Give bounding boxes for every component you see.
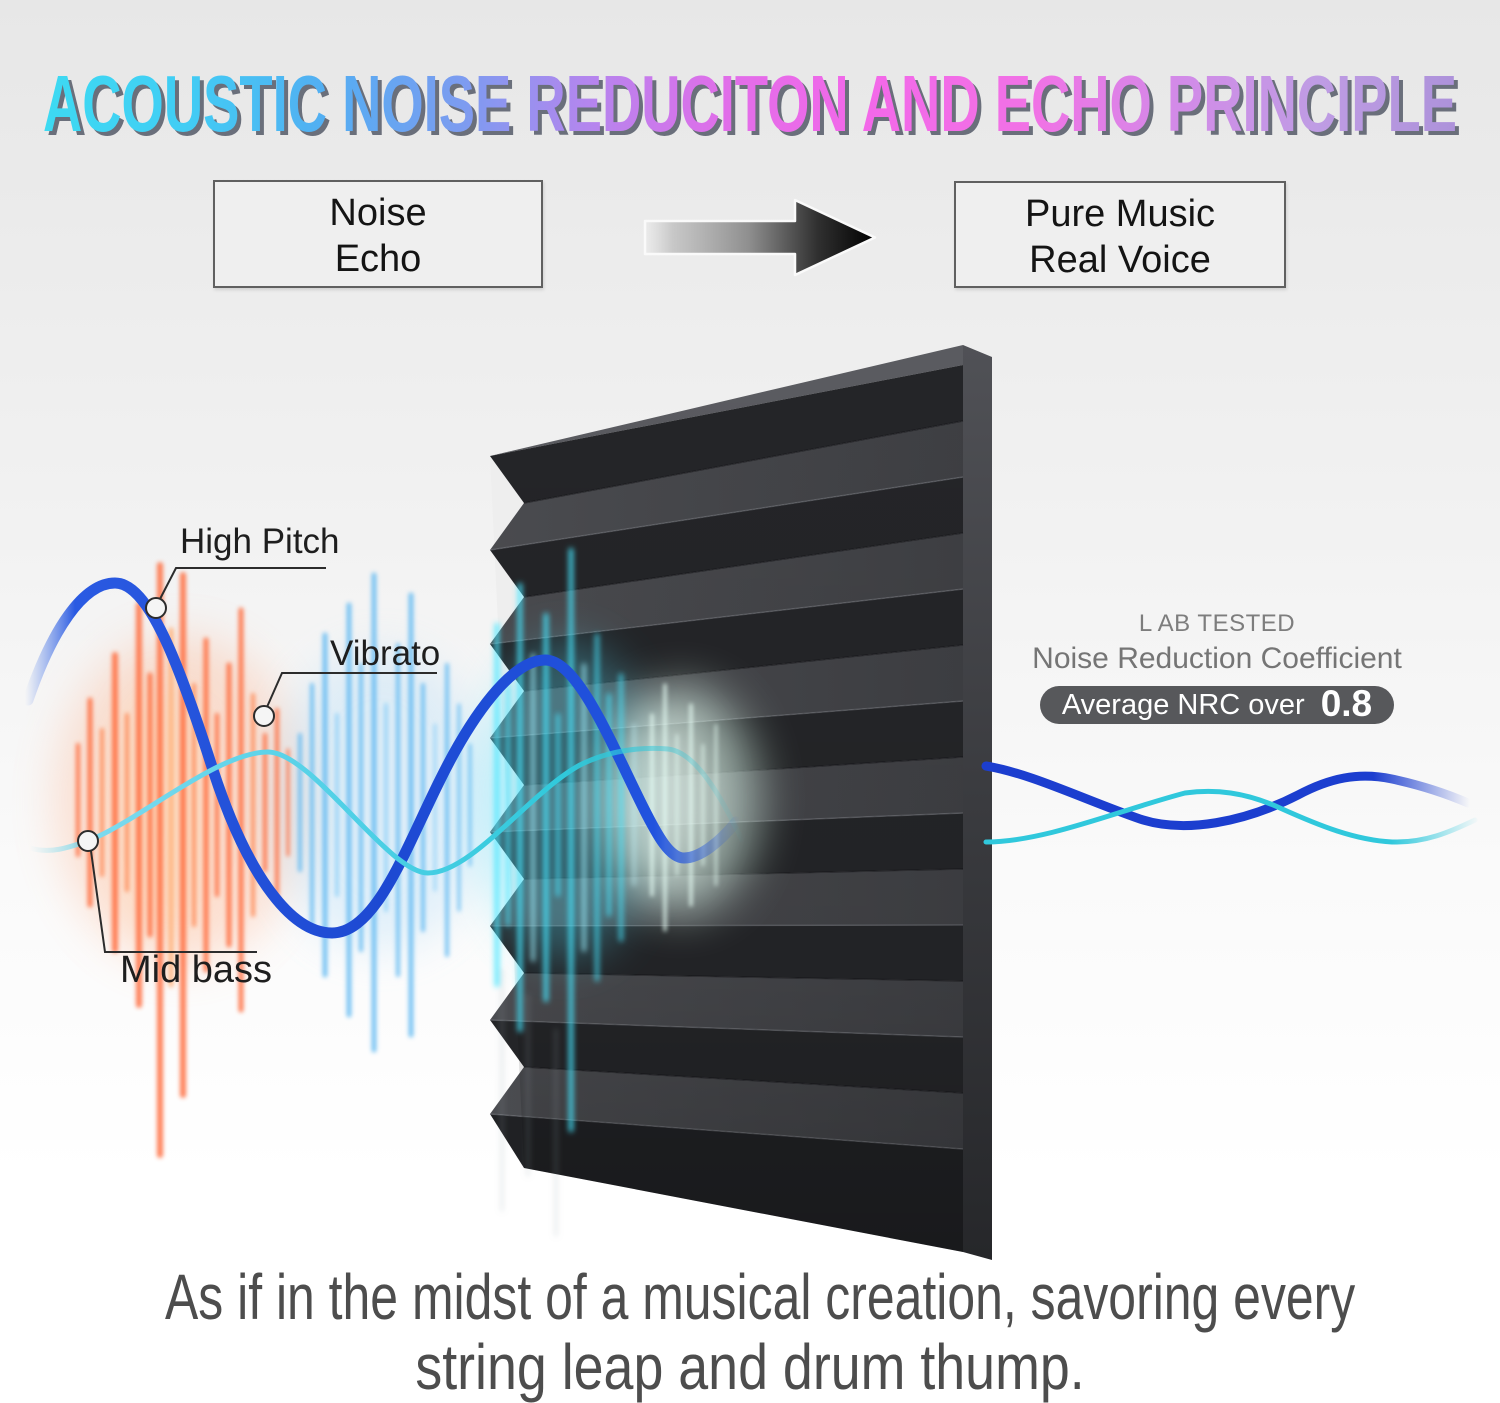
blue-frequency-spikes <box>298 572 472 1053</box>
outgoing-blue-wave <box>981 761 1473 831</box>
vibrato-leader <box>266 672 437 708</box>
high-pitch-marker <box>145 597 167 619</box>
sound-wave-scene <box>22 345 1478 1260</box>
white-glow-streaks <box>650 683 717 932</box>
page-title-text: ACOUSTIC NOISE REDUCITON AND ECHO PRINCI… <box>43 59 1457 148</box>
echo-label: Echo <box>334 238 422 280</box>
lab-tested-block: L AB TESTED Noise Reduction Coefficient … <box>1017 610 1417 724</box>
marketing-caption: As if in the midst of a musical creation… <box>0 1262 1500 1402</box>
caption-line-2: string leap and drum thump. <box>415 1331 1085 1403</box>
noise-echo-box: Noise Echo <box>213 180 543 288</box>
high-pitch-label: High Pitch <box>180 522 340 561</box>
real-voice-label: Real Voice <box>1029 239 1211 281</box>
high-pitch-leader <box>159 567 326 600</box>
page-title-shadow: ACOUSTIC NOISE REDUCITON AND ECHO PRINCI… <box>47 63 1461 148</box>
cyan-glow-spikes <box>495 548 635 1237</box>
nrc-label: Noise Reduction Coefficient <box>1032 642 1402 675</box>
high-pitch-wave <box>22 577 742 939</box>
lab-tested-label: L AB TESTED <box>1138 610 1296 637</box>
vibrato-label: Vibrato <box>330 634 441 673</box>
nrc-badge-value: 0.8 <box>1320 683 1373 724</box>
incoming-sound-waves <box>22 577 745 939</box>
pure-music-box: Pure Music Real Voice <box>954 181 1286 288</box>
vibrato-marker <box>253 705 275 727</box>
noise-label: Noise <box>329 192 427 234</box>
caption-line-1: As if in the midst of a musical creation… <box>165 1261 1356 1333</box>
outgoing-sound-waves <box>981 761 1478 845</box>
mid-bass-marker <box>77 830 99 852</box>
mid-bass-wave <box>27 745 745 876</box>
nrc-badge-text: Average NRC over <box>1061 688 1305 721</box>
page-title: ACOUSTIC NOISE REDUCITON AND ECHO PRINCI… <box>43 59 1461 148</box>
outgoing-cyan-wave <box>983 788 1478 845</box>
mid-bass-label: Mid bass <box>120 949 273 991</box>
mid-bass-leader <box>90 850 257 953</box>
pure-music-label: Pure Music <box>1024 193 1216 235</box>
arrow-right-icon <box>643 198 877 277</box>
nrc-badge: Average NRC over 0.8 <box>1039 683 1395 724</box>
callout-leaders <box>77 567 437 953</box>
